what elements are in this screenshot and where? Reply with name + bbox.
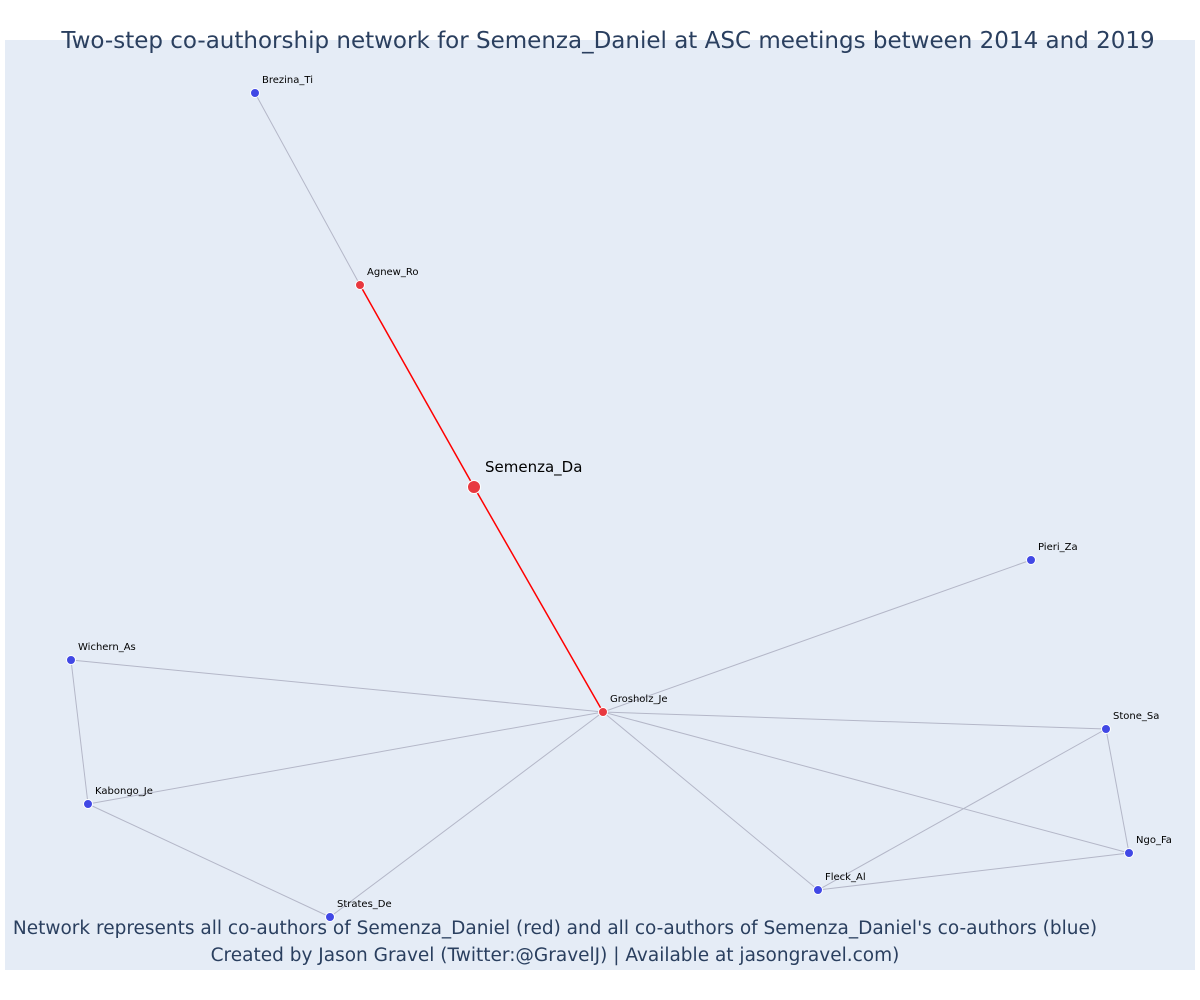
node-label-Grosholz_Je: Grosholz_Je (610, 694, 668, 705)
edges-layer (70, 92, 1130, 918)
node-Fleck_Al[interactable] (813, 885, 823, 895)
node-label-Strates_De: Strates_De (337, 899, 392, 910)
caption-description: Network represents all co-authors of Sem… (12, 918, 1098, 939)
node-Stone_Sa[interactable] (1101, 724, 1111, 734)
node-label-Pieri_Za: Pieri_Za (1038, 542, 1078, 553)
node-Pieri_Za[interactable] (1026, 555, 1036, 565)
edge-Grosholz_Je-Ngo_Fa (602, 711, 1130, 854)
edge-Grosholz_Je-Fleck_Al (602, 711, 819, 891)
node-Semenza_Da[interactable] (467, 480, 481, 494)
edge-Agnew_Ro-Brezina_Ti (254, 92, 361, 286)
edge-Grosholz_Je-Pieri_Za (602, 559, 1032, 713)
node-Kabongo_Je[interactable] (83, 799, 93, 809)
edge-Stone_Sa-Ngo_Fa (1105, 728, 1130, 854)
node-Grosholz_Je[interactable] (598, 707, 608, 717)
node-Brezina_Ti[interactable] (250, 88, 260, 98)
edge-Ngo_Fa-Fleck_Al (817, 852, 1130, 891)
node-label-Semenza_Da: Semenza_Da (485, 458, 582, 477)
node-label-Kabongo_Je: Kabongo_Je (95, 786, 153, 797)
edge-Grosholz_Je-Wichern_As (70, 659, 604, 713)
edge-Stone_Sa-Fleck_Al (817, 728, 1107, 891)
node-Strates_De[interactable] (325, 912, 335, 922)
node-label-Brezina_Ti: Brezina_Ti (262, 75, 313, 86)
edge-Semenza_Da-Grosholz_Je (473, 486, 604, 713)
edge-Grosholz_Je-Kabongo_Je (87, 711, 604, 805)
edge-Kabongo_Je-Strates_De (87, 803, 331, 918)
chart-title: Two-step co-authorship network for Semen… (61, 28, 1155, 54)
edge-Wichern_As-Kabongo_Je (70, 659, 89, 805)
plot-background (5, 40, 1195, 970)
nodes-layer (66, 88, 1134, 922)
node-label-Wichern_As: Wichern_As (78, 642, 136, 653)
edge-Grosholz_Je-Stone_Sa (602, 711, 1107, 730)
edge-Grosholz_Je-Strates_De (329, 711, 604, 918)
node-Wichern_As[interactable] (66, 655, 76, 665)
edge-Semenza_Da-Agnew_Ro (359, 284, 475, 488)
labels-layer: Semenza_Da Agnew_Ro Grosholz_Je Brezina_Ti P… (78, 75, 1172, 910)
node-label-Ngo_Fa: Ngo_Fa (1136, 835, 1172, 846)
node-Agnew_Ro[interactable] (355, 280, 365, 290)
caption-credit: Created by Jason Gravel (Twitter:@Gravel… (210, 945, 900, 966)
node-Ngo_Fa[interactable] (1124, 848, 1134, 858)
node-label-Stone_Sa: Stone_Sa (1113, 711, 1159, 722)
node-label-Agnew_Ro: Agnew_Ro (367, 267, 418, 278)
node-label-Fleck_Al: Fleck_Al (825, 872, 866, 883)
